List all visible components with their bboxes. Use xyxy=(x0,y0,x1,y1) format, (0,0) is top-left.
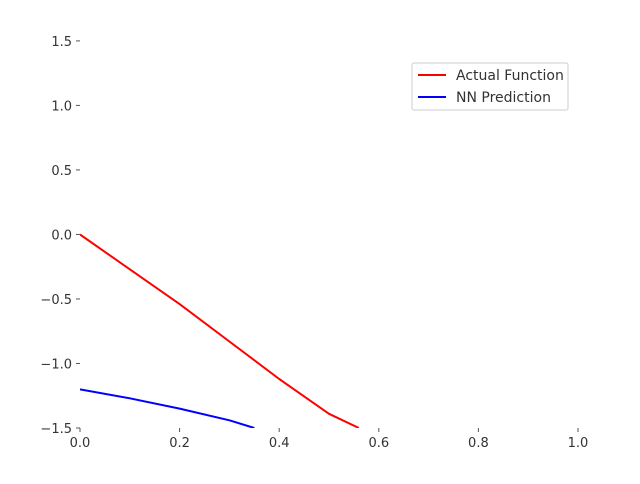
y-tick-label: 1.5 xyxy=(51,35,72,50)
legend-label-nn-prediction: NN Prediction xyxy=(456,90,551,106)
x-tick-label: 0.8 xyxy=(468,436,489,451)
y-tick-label: −1.5 xyxy=(40,422,72,437)
y-tick-label: 1.0 xyxy=(51,99,72,114)
legend: Actual Function NN Prediction xyxy=(411,62,569,111)
plot-area xyxy=(80,233,360,428)
x-tick-label: 0.2 xyxy=(169,436,190,451)
x-tick-label: 1.0 xyxy=(568,436,589,451)
legend-box xyxy=(411,62,569,111)
axes: 1.51.00.50.0−0.5−1.0−1.50.0 0.2 0.4 0.6 0.8 1… xyxy=(40,35,588,451)
legend-label-actual-function: Actual Function xyxy=(456,68,564,84)
y-tick-label: −0.5 xyxy=(40,293,72,308)
y-tick-label: 0.5 xyxy=(51,164,72,179)
x-tick-label: 0.0 xyxy=(70,436,91,451)
series-line-actual-function xyxy=(80,233,360,428)
x-tick-label: 0.6 xyxy=(368,436,389,451)
y-tick-label: 0.0 xyxy=(51,228,72,243)
series-line-nn-prediction xyxy=(80,388,255,428)
x-tick-label: 0.4 xyxy=(269,436,290,451)
y-tick-label: −1.0 xyxy=(40,357,72,372)
